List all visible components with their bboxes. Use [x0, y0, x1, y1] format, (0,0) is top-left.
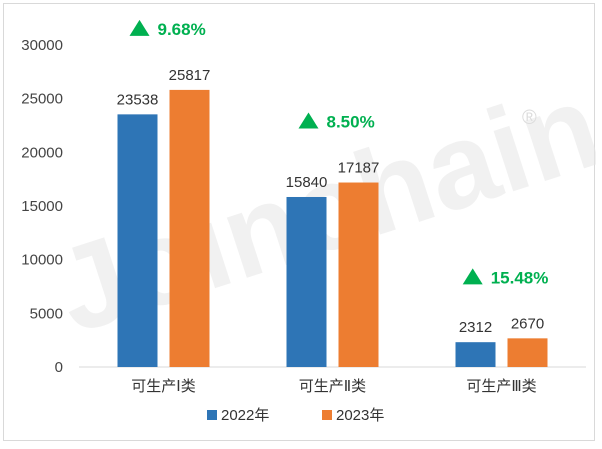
x-category-label: 可生产Ⅱ类: [299, 378, 366, 395]
y-tick-label: 25000: [21, 91, 63, 108]
data-label: 25817: [169, 67, 211, 84]
legend-label: 2022年: [221, 407, 269, 424]
axes: 0 5000 10000 15000 20000 25000 30000 可生产Ⅰ类 可生产Ⅱ类…: [21, 37, 586, 395]
y-tick-label: 15000: [21, 198, 63, 215]
data-labels: 23538 25817 15840 17187 2312 2670: [117, 67, 545, 336]
growth-rate-label: 15.48%: [491, 268, 549, 287]
data-label: 23538: [117, 91, 159, 108]
legend-swatch: [322, 410, 332, 420]
growth-rate-label: 8.50%: [327, 113, 375, 132]
x-category-label: 可生产Ⅲ类: [466, 378, 536, 395]
legend-label: 2023年: [336, 407, 384, 424]
x-category-label: 可生产Ⅰ类: [131, 378, 195, 395]
bars: [117, 89, 548, 368]
legend: 2022年 2023年: [207, 407, 384, 424]
bar-series-2: [507, 338, 548, 367]
legend-swatch: [207, 410, 217, 420]
y-tick-label: 5000: [30, 305, 63, 322]
triangle-up-icon: [129, 19, 150, 36]
growth-annotations: 9.68% 8.50% 15.48%: [129, 19, 549, 287]
y-tick-label: 0: [55, 359, 63, 376]
bar-series-2: [338, 182, 379, 367]
data-label: 2312: [459, 319, 492, 336]
growth-rate-label: 9.68%: [158, 20, 206, 39]
bar-series-1: [286, 196, 327, 367]
y-tick-label: 20000: [21, 144, 63, 161]
triangle-up-icon: [298, 112, 319, 129]
watermark-registered-mark: ®: [522, 107, 537, 129]
data-label: 2670: [511, 315, 544, 332]
data-label: 15840: [286, 174, 328, 191]
bar-series-1: [117, 114, 158, 368]
bar-series-2: [169, 89, 210, 368]
chart-frame: Joinchain ® 0500010000150002000025000300…: [3, 3, 596, 441]
y-tick-label: 10000: [21, 252, 63, 269]
bar-series-1: [455, 342, 496, 367]
y-tick-label: 30000: [21, 37, 63, 54]
data-label: 17187: [338, 160, 380, 177]
triangle-up-icon: [462, 268, 483, 285]
bar-chart: Joinchain ® 0500010000150002000025000300…: [21, 19, 596, 424]
